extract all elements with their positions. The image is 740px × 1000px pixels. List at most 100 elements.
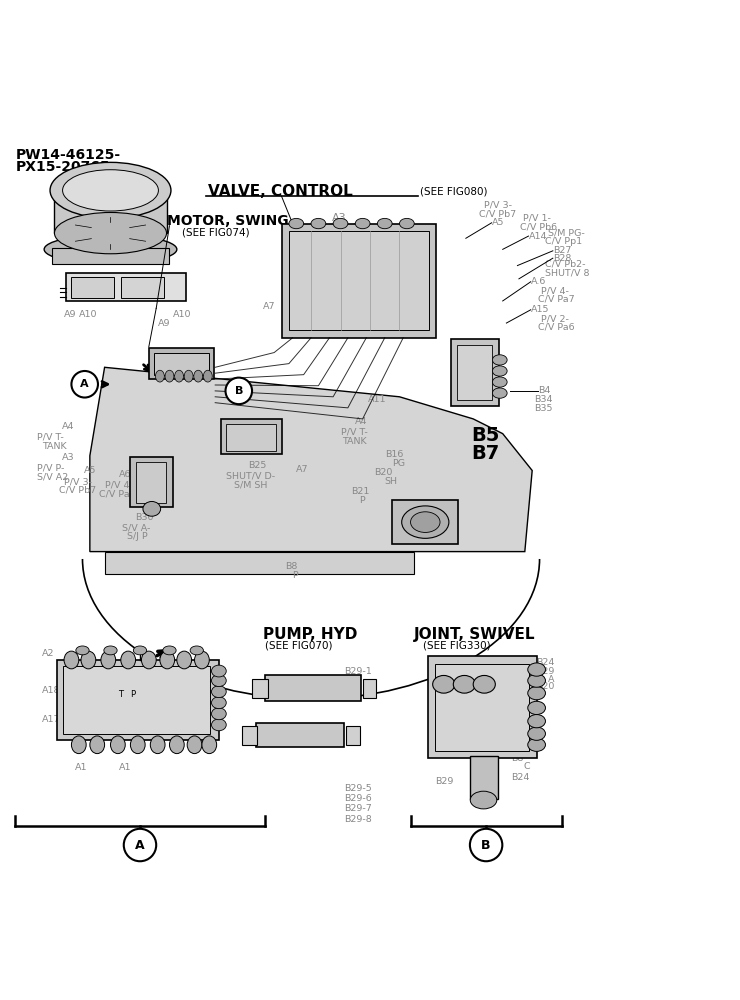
Text: PG: PG [392,459,405,468]
Ellipse shape [528,701,545,715]
Text: A3: A3 [62,453,75,462]
Ellipse shape [212,708,226,720]
Text: P/V P: P/V P [332,232,357,242]
Ellipse shape [528,674,545,687]
Ellipse shape [212,697,226,709]
Bar [363,679,376,698]
Ellipse shape [187,736,202,754]
Circle shape [72,371,98,398]
Bar [63,666,210,734]
Text: B5: B5 [471,426,500,445]
Text: A1: A1 [195,696,207,705]
Ellipse shape [355,218,370,229]
Ellipse shape [400,218,414,229]
Ellipse shape [143,501,161,516]
Ellipse shape [311,218,326,229]
Ellipse shape [169,736,184,754]
Ellipse shape [63,170,158,211]
Bar [266,675,361,701]
Ellipse shape [44,235,177,264]
Text: TANK: TANK [42,442,67,451]
Text: B21: B21 [352,487,370,496]
Text: S/M PG-: S/M PG- [548,229,585,238]
Bar [252,679,269,698]
Ellipse shape [411,512,440,532]
Ellipse shape [175,370,184,382]
Ellipse shape [492,355,507,365]
Ellipse shape [377,218,392,229]
Bar [72,277,114,298]
Text: A18: A18 [42,686,61,695]
Bar [428,656,536,758]
Text: A13: A13 [195,686,213,695]
Text: A4: A4 [62,422,74,431]
Ellipse shape [155,370,164,382]
Text: P/V 2-: P/V 2- [541,314,569,323]
Text: B29-8: B29-8 [344,815,372,824]
Ellipse shape [190,646,204,655]
Bar [256,723,344,747]
Ellipse shape [72,736,86,754]
Ellipse shape [212,686,226,698]
Ellipse shape [195,651,209,669]
Ellipse shape [163,646,176,655]
Text: A3: A3 [332,213,346,223]
Ellipse shape [528,715,545,728]
Text: B29: B29 [536,667,554,676]
Text: C/V Pa7: C/V Pa7 [99,490,136,499]
Text: C/V Pa6: C/V Pa6 [538,323,575,332]
Bar [226,424,276,451]
Text: PW14-46125-: PW14-46125- [16,148,121,162]
Text: A7: A7 [263,302,275,311]
Ellipse shape [289,218,303,229]
Ellipse shape [470,791,497,809]
Text: B8: B8 [511,754,524,763]
Bar [136,462,166,503]
Ellipse shape [50,162,171,218]
Text: A8: A8 [167,358,180,367]
Text: P/V T-: P/V T- [340,428,367,437]
Text: P/V 3-: P/V 3- [64,477,92,486]
Text: TANK: TANK [342,437,366,446]
Text: C/V Pb7: C/V Pb7 [479,209,517,218]
Text: P/V 4-: P/V 4- [104,481,132,490]
Text: C: C [523,762,530,771]
Text: A5: A5 [84,466,96,475]
Bar [67,273,186,301]
Bar [57,660,219,740]
Bar [130,457,173,507]
Text: A9: A9 [64,310,76,319]
Text: S/V A2: S/V A2 [37,473,68,482]
Text: A10: A10 [78,310,97,319]
Text: (SEE FIG070): (SEE FIG070) [266,640,333,650]
Circle shape [124,829,156,861]
Text: A: A [81,379,89,389]
Text: JOINT, SWIVEL: JOINT, SWIVEL [414,627,536,642]
Text: A6: A6 [119,470,132,479]
Text: A12: A12 [162,664,181,673]
Text: A14: A14 [528,232,547,241]
Text: B30: B30 [135,513,154,522]
Ellipse shape [454,675,475,693]
Ellipse shape [528,738,545,751]
Text: B8: B8 [285,562,297,571]
Text: B29-5: B29-5 [344,784,372,793]
Ellipse shape [55,212,167,254]
Circle shape [226,378,252,404]
Ellipse shape [141,651,156,669]
Text: A15: A15 [531,305,549,314]
Text: B35: B35 [534,404,552,413]
Polygon shape [104,552,414,574]
Text: B: B [235,386,243,396]
Ellipse shape [492,366,507,376]
Ellipse shape [130,736,145,754]
Ellipse shape [104,646,117,655]
Text: B29: B29 [435,777,454,786]
Text: D: D [450,734,457,743]
Text: A11: A11 [368,395,386,404]
Text: C/V Pa6: C/V Pa6 [136,490,173,499]
Text: C/V Pp1: C/V Pp1 [545,237,582,246]
Text: B4: B4 [538,386,551,395]
Text: P: P [130,690,135,699]
Text: C/V Pa7: C/V Pa7 [538,295,575,304]
